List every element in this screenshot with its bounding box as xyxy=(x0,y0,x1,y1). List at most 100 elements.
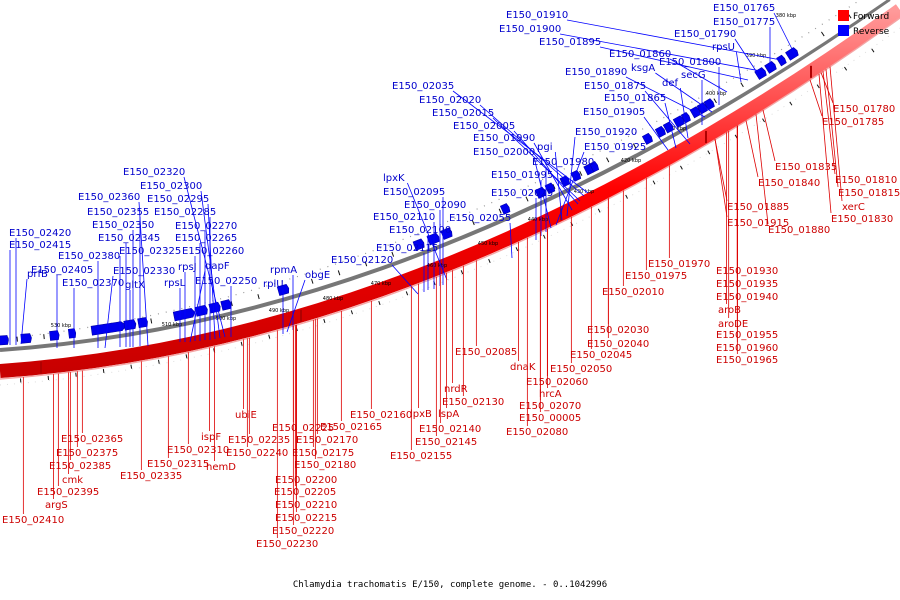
forward-strand-edge xyxy=(0,17,900,380)
forward-gene-label: E150_01930 xyxy=(716,266,778,277)
forward-leader-line xyxy=(714,139,728,202)
tick-mark xyxy=(625,194,628,199)
tick-mark xyxy=(713,98,717,104)
forward-gene-label: E150_02145 xyxy=(415,437,477,448)
reverse-leader-line xyxy=(554,151,563,221)
forward-label-leader-lines xyxy=(22,66,843,538)
reverse-gene-label: E150_02270 xyxy=(175,221,237,232)
tick-mark xyxy=(337,270,341,276)
reverse-leader-line xyxy=(566,136,576,217)
tick-label: 470 kbp xyxy=(371,281,391,287)
tick-mark xyxy=(471,220,475,226)
reverse-gene-label: E150_02325 xyxy=(119,246,181,257)
reverse-gene-label: dapF xyxy=(205,261,230,272)
reverse-gene-label: E150_02005 xyxy=(453,121,515,132)
reverse-gene-label: E150_01775 xyxy=(713,17,775,28)
reverse-gene-label: gltX xyxy=(125,280,145,291)
forward-gene-label: E150_02165 xyxy=(320,422,382,433)
tick-mark xyxy=(364,261,368,267)
forward-gene-label: E150_02155 xyxy=(390,451,452,462)
reverse-gene-arrow xyxy=(662,121,674,134)
reverse-gene-label: E150_02355 xyxy=(87,207,149,218)
forward-leader-line xyxy=(829,66,843,202)
reverse-gene-arrow xyxy=(90,321,127,336)
reverse-gene-label: E150_02250 xyxy=(195,276,257,287)
forward-gene-label: E150_02160 xyxy=(350,410,412,421)
reverse-leader-line xyxy=(533,156,552,229)
tick-mark xyxy=(606,157,610,163)
reverse-gene-arrow xyxy=(172,307,196,322)
reverse-gene-arrow xyxy=(776,54,787,67)
reverse-gene-label: def xyxy=(662,78,679,89)
reverse-gene-arrow xyxy=(440,227,453,240)
forward-gene-label: E150_02310 xyxy=(167,445,229,456)
forward-gene-mark xyxy=(300,309,302,322)
tick-mark xyxy=(311,278,314,284)
reverse-gene-label: E150_02100 xyxy=(389,225,451,236)
tick-label: 450 kbp xyxy=(478,241,498,247)
reverse-gene-label: E150_02000 xyxy=(473,147,535,158)
forward-gene-label: E150_02175 xyxy=(292,448,354,459)
reverse-leader-line xyxy=(643,116,669,151)
forward-gene-mark xyxy=(40,361,42,374)
reverse-gene-label: E150_01890 xyxy=(565,67,627,78)
forward-gene-label: E150_01785 xyxy=(822,117,884,128)
reverse-leader-line xyxy=(391,264,419,295)
tick-mark xyxy=(632,143,637,149)
caption: Chlamydia trachomatis E/150, complete ge… xyxy=(293,580,607,590)
forward-leader-line xyxy=(714,139,728,218)
forward-gene-label: E150_00005 xyxy=(519,413,581,424)
reverse-gene-label: ksgA xyxy=(631,63,655,74)
reverse-leader-line xyxy=(20,278,28,345)
reverse-gene-label: E150_01800 xyxy=(659,57,721,68)
tick-mark xyxy=(789,101,793,106)
forward-gene-label: E150_02365 xyxy=(61,434,123,445)
reverse-gene-arrow xyxy=(570,169,582,182)
tick-mark xyxy=(257,294,260,300)
reverse-leader-line xyxy=(452,90,589,194)
forward-gene-label: E150_01815 xyxy=(838,188,900,199)
reverse-gene-label: E150_01905 xyxy=(583,107,645,118)
tick-mark xyxy=(762,118,765,123)
reverse-gene-label: rpsL xyxy=(164,278,186,289)
forward-gene-label: E150_01960 xyxy=(716,343,778,354)
tick-mark xyxy=(498,208,502,214)
forward-leader-line xyxy=(755,114,769,225)
forward-gene-label: E150_02220 xyxy=(272,526,334,537)
reverse-gene-arrow xyxy=(680,111,691,124)
reverse-leader-line xyxy=(479,104,585,197)
tick-mark xyxy=(240,341,243,346)
forward-gene-label: E150_01810 xyxy=(835,175,897,186)
reverse-leader-line xyxy=(492,117,581,202)
reverse-gene-label: E150_02405 xyxy=(31,265,93,276)
tick-label: 500 kbp xyxy=(216,316,236,322)
reverse-leader-line xyxy=(555,151,585,226)
forward-gene-label: E150_02240 xyxy=(226,448,288,459)
tick-label: 380 kbp xyxy=(776,13,796,19)
forward-gene-label: dnaK xyxy=(510,362,536,373)
forward-gene-label: E150_02230 xyxy=(256,539,318,550)
reverse-gene-arrow xyxy=(764,60,777,74)
reverse-gene-label: E150_01765 xyxy=(713,3,775,14)
reverse-gene-arrow xyxy=(589,161,600,173)
reverse-gene-label: E150_02285 xyxy=(154,207,216,218)
forward-gene-label: ubiE xyxy=(235,410,257,421)
tick-mark xyxy=(740,82,744,88)
forward-gene-mark xyxy=(810,65,812,78)
forward-gene-label: E150_02315 xyxy=(147,459,209,470)
forward-gene-label: E150_01780 xyxy=(833,104,895,115)
forward-gene-label: E150_02235 xyxy=(228,435,290,446)
forward-gene-label: lpxB xyxy=(410,409,432,420)
reverse-gene-label: lpxK xyxy=(383,173,405,184)
forward-gene-mark xyxy=(560,208,562,221)
reverse-gene-label: E150_01925 xyxy=(584,142,646,153)
reverse-label-leader-lines xyxy=(9,12,797,349)
forward-gene-label: cmk xyxy=(62,475,83,486)
reverse-gene-arrow xyxy=(67,328,77,339)
reverse-gene-label: E150_02015 xyxy=(432,108,494,119)
reverse-gene-label: E150_01900 xyxy=(499,24,561,35)
reverse-gene-label: pgi xyxy=(537,142,552,153)
tick-mark xyxy=(844,66,848,71)
reverse-gene-label: E150_01865 xyxy=(604,93,666,104)
tick-mark xyxy=(130,364,133,369)
